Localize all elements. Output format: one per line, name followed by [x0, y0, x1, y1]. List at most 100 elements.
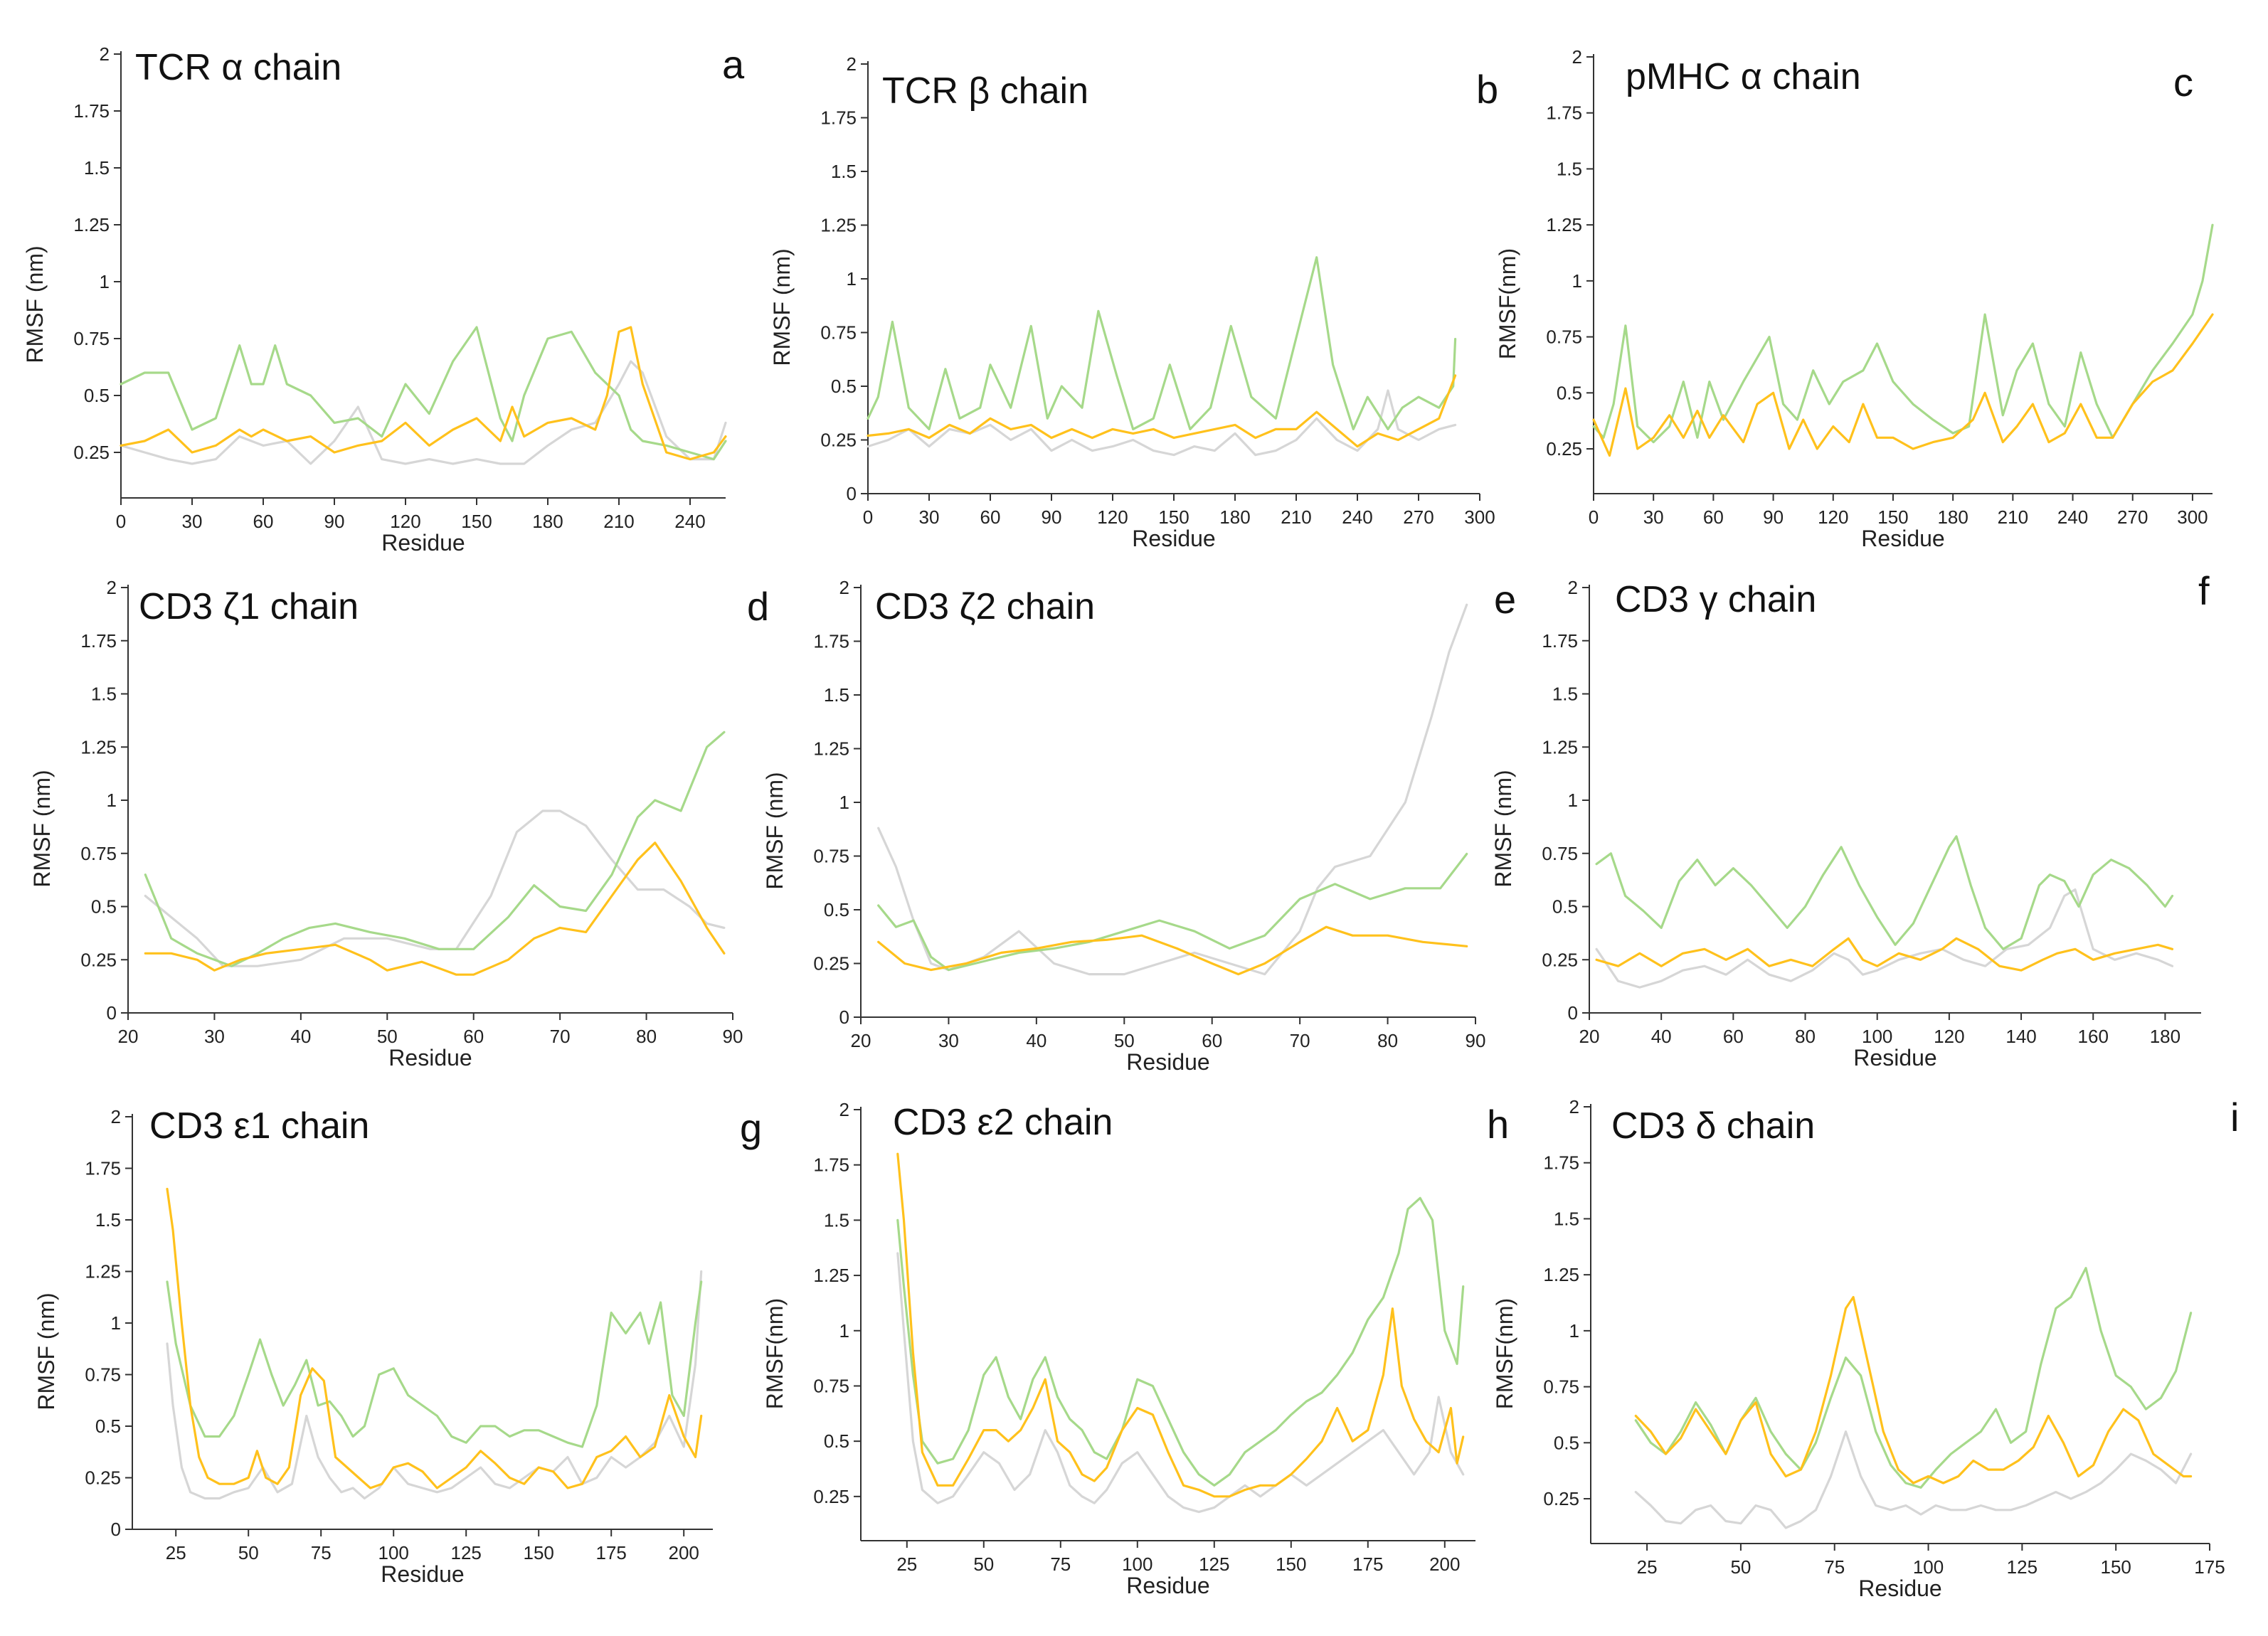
- x-tick-label: 210: [603, 511, 634, 532]
- series-line-grey: [144, 809, 726, 967]
- y-tick-label: 0.75: [73, 328, 110, 349]
- panel-title: CD3 ε2 chain: [893, 1102, 1113, 1143]
- panel-i: 0.25 0.5 0.75 1 1.25 1.5 1.75 2 25 50 75 100 125 150 1…: [1492, 1095, 2239, 1601]
- series-line-grey: [166, 1270, 703, 1500]
- x-tick-label: 60: [253, 511, 274, 532]
- y-tick-label: 0.75: [85, 1364, 121, 1386]
- x-tick-label: 300: [2177, 506, 2208, 528]
- x-axis-label: Residue: [381, 1561, 464, 1587]
- series-line-grey: [1634, 1430, 2193, 1529]
- x-tick-label: 75: [1824, 1556, 1845, 1578]
- x-tick-label: 125: [2007, 1556, 2038, 1578]
- x-axis-label: Residue: [381, 530, 465, 556]
- panel-d: 0 0.25 0.5 0.75 1 1.25 1.5 1.75 2 20 30 40 50 60 70 80 9…: [29, 577, 769, 1071]
- y-tick-label: 0: [107, 1002, 117, 1024]
- y-tick-label: 0.5: [831, 376, 857, 397]
- x-tick-label: 175: [596, 1542, 627, 1563]
- x-tick-label: 50: [1114, 1030, 1135, 1051]
- series-line-grey: [1595, 888, 2174, 989]
- y-tick-label: 0.25: [813, 1486, 849, 1507]
- x-tick-label: 150: [1877, 506, 1908, 528]
- y-tick-label: 0.25: [820, 430, 857, 451]
- x-tick-label: 90: [723, 1026, 743, 1047]
- x-tick-label: 240: [674, 511, 705, 532]
- x-tick-label: 100: [1862, 1026, 1892, 1047]
- panel-h: 0.25 0.5 0.75 1 1.25 1.5 1.75 2 25 50 75 100 125 150 1…: [762, 1099, 1509, 1598]
- panel-title: CD3 ζ1 chain: [139, 586, 359, 627]
- y-tick-label: 0.5: [84, 385, 110, 406]
- x-tick-label: 180: [2150, 1026, 2180, 1047]
- x-tick-label: 40: [1026, 1030, 1046, 1051]
- x-axis-label: Residue: [1126, 1573, 1209, 1598]
- x-tick-label: 270: [2117, 506, 2148, 528]
- y-tick-label: 1: [111, 1312, 121, 1334]
- x-axis-label: Residue: [1126, 1049, 1209, 1075]
- y-axis-label: RMSF (nm): [769, 248, 795, 366]
- panel-letter: e: [1494, 577, 1516, 622]
- panel-letter: h: [1487, 1102, 1509, 1147]
- series-line-green: [867, 256, 1457, 431]
- panel-title: CD3 γ chain: [1615, 579, 1816, 620]
- y-tick-label: 0.5: [91, 896, 117, 918]
- y-tick-label: 0.5: [1557, 382, 1582, 403]
- x-axis-label: Residue: [1861, 526, 1944, 551]
- x-tick-label: 25: [1637, 1556, 1658, 1578]
- y-tick-label: 0: [839, 1006, 849, 1028]
- y-tick-label: 1.75: [1543, 1152, 1579, 1174]
- x-tick-label: 30: [938, 1030, 959, 1051]
- x-tick-label: 150: [1158, 506, 1189, 528]
- y-axis-label: RMSF (nm): [1490, 770, 1516, 887]
- panel-letter: d: [747, 584, 769, 629]
- panel-letter: c: [2173, 60, 2193, 105]
- x-tick-label: 200: [1429, 1553, 1460, 1575]
- panel-title: CD3 ε1 chain: [149, 1105, 369, 1147]
- y-tick-label: 1.75: [820, 107, 857, 129]
- x-tick-label: 210: [1998, 506, 2028, 528]
- x-tick-label: 180: [1219, 506, 1250, 528]
- y-tick-label: 1.25: [85, 1261, 121, 1282]
- y-tick-label: 0.25: [1546, 438, 1582, 460]
- x-tick-label: 75: [1050, 1553, 1071, 1575]
- panel-letter: b: [1476, 67, 1498, 112]
- x-tick-label: 100: [1913, 1556, 1944, 1578]
- x-tick-label: 60: [1202, 1030, 1222, 1051]
- series-line-yellow: [1595, 937, 2174, 972]
- y-tick-label: 1.5: [84, 157, 110, 179]
- x-tick-label: 20: [851, 1030, 871, 1051]
- y-tick-label: 0.75: [1543, 1376, 1579, 1398]
- x-tick-label: 50: [973, 1553, 994, 1575]
- y-tick-label: 0: [847, 483, 857, 504]
- series-line-green: [877, 852, 1468, 972]
- x-tick-label: 270: [1403, 506, 1434, 528]
- y-tick-label: 0.5: [95, 1415, 121, 1437]
- y-tick-label: 2: [111, 1106, 121, 1127]
- y-tick-label: 2: [107, 577, 117, 598]
- y-tick-label: 1: [839, 1320, 849, 1342]
- y-tick-label: 2: [847, 53, 857, 75]
- x-tick-label: 70: [1290, 1030, 1310, 1051]
- x-tick-label: 210: [1281, 506, 1311, 528]
- panel-b: 0 0.25 0.5 0.75 1 1.25 1.5 1.75 2 0 30 60 90 120 150 18…: [769, 53, 1498, 551]
- y-tick-label: 0.75: [1542, 843, 1578, 864]
- y-tick-label: 0: [111, 1519, 121, 1540]
- series-line-green: [1592, 223, 2214, 444]
- panel-letter: a: [722, 42, 745, 87]
- x-tick-label: 120: [1818, 506, 1848, 528]
- x-tick-label: 70: [550, 1026, 571, 1047]
- x-tick-label: 50: [377, 1026, 398, 1047]
- x-tick-label: 30: [182, 511, 203, 532]
- y-tick-label: 1.5: [91, 684, 117, 705]
- y-tick-label: 1.5: [1554, 1208, 1579, 1229]
- panel-title: CD3 δ chain: [1611, 1105, 1815, 1147]
- y-tick-label: 1: [1568, 790, 1578, 811]
- y-tick-label: 2: [100, 43, 110, 65]
- x-tick-label: 80: [636, 1026, 657, 1047]
- y-tick-label: 0.25: [813, 953, 849, 974]
- panel-letter: i: [2230, 1095, 2239, 1140]
- y-axis-label: RMSF(nm): [762, 1298, 788, 1409]
- series-line-green: [166, 1280, 703, 1448]
- series-line-yellow: [877, 925, 1468, 976]
- x-tick-label: 90: [1763, 506, 1784, 528]
- x-tick-label: 175: [1352, 1553, 1383, 1575]
- x-axis-label: Residue: [1858, 1576, 1941, 1601]
